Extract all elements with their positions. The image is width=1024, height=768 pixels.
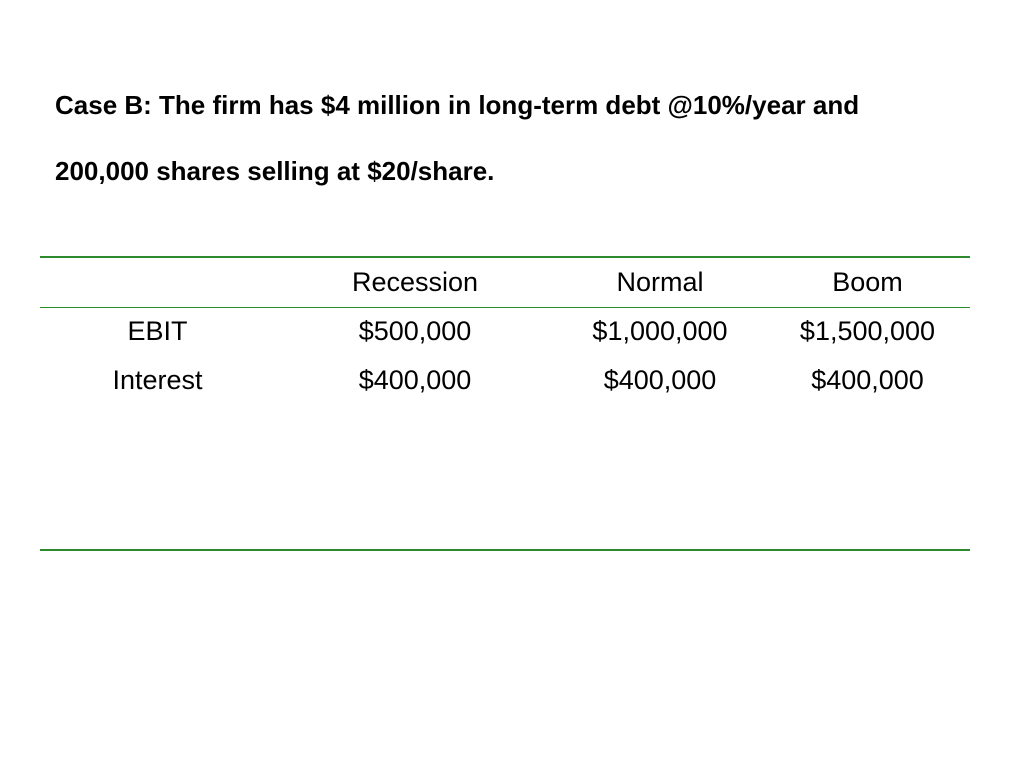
row-label-interest: Interest bbox=[112, 365, 203, 395]
cell-ebit-recession: $500,000 bbox=[358, 316, 472, 347]
header-empty bbox=[40, 257, 275, 307]
header-boom: Boom bbox=[832, 266, 903, 297]
title-line-2: 200,000 shares selling at $20/share. bbox=[55, 156, 495, 186]
slide-title: Case B: The firm has $4 million in long-… bbox=[55, 72, 965, 204]
table-header-row: Recession Normal Boom bbox=[40, 257, 970, 307]
table-row-interest: Interest $400,000 $400,000 $400,000 bbox=[40, 356, 970, 405]
cell-interest-normal: $400,000 bbox=[603, 365, 717, 395]
cell-ebit-boom: $1,500,000 bbox=[799, 316, 936, 347]
cell-ebit-normal: $1,000,000 bbox=[592, 316, 728, 347]
cell-interest-recession: $400,000 bbox=[358, 365, 472, 395]
header-normal: Normal bbox=[616, 266, 704, 297]
financial-table: Recession Normal Boom EBIT $500,000 $1,0… bbox=[40, 256, 970, 551]
header-recession: Recession bbox=[351, 266, 479, 297]
row-label-ebit: EBIT bbox=[127, 316, 188, 347]
table-spacer-row bbox=[40, 405, 970, 550]
cell-interest-boom: $400,000 bbox=[811, 365, 924, 395]
table-row-ebit: EBIT $500,000 $1,000,000 $1,500,000 bbox=[40, 307, 970, 356]
title-line-1: Case B: The firm has $4 million in long-… bbox=[55, 90, 860, 120]
